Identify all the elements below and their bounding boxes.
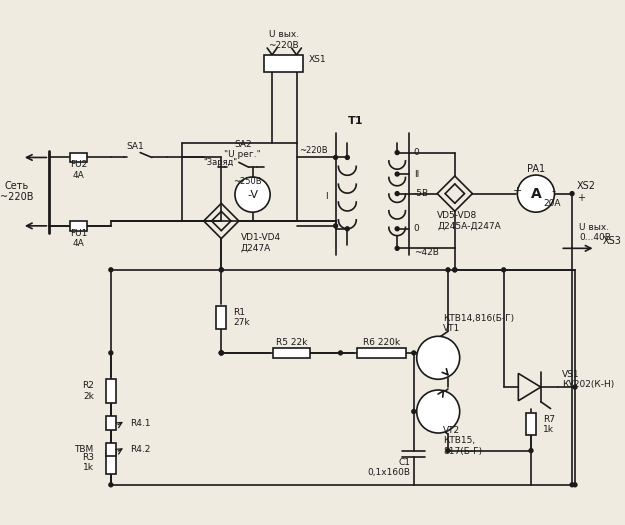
Bar <box>106 443 116 456</box>
Text: XS2: XS2 <box>577 181 596 191</box>
Bar <box>264 55 303 72</box>
Circle shape <box>395 192 399 196</box>
Text: XS1: XS1 <box>308 55 326 64</box>
Text: II: II <box>414 170 419 179</box>
Circle shape <box>219 268 223 272</box>
Text: ~42В: ~42В <box>414 248 439 257</box>
Text: A: A <box>531 186 541 201</box>
Circle shape <box>219 351 223 355</box>
Text: XS3: XS3 <box>602 236 621 246</box>
Text: -V: -V <box>247 190 258 200</box>
Text: -5В: -5В <box>414 189 429 198</box>
Circle shape <box>395 172 399 176</box>
Text: -: - <box>551 186 556 196</box>
Circle shape <box>346 155 349 160</box>
Circle shape <box>412 410 416 414</box>
Text: VD1-VD4
Д247А: VD1-VD4 Д247А <box>241 233 281 252</box>
Text: КТВ14,816(Б-Г)
VT1: КТВ14,816(Б-Г) VT1 <box>443 314 514 333</box>
Circle shape <box>334 224 338 228</box>
Circle shape <box>529 449 533 453</box>
Circle shape <box>346 227 349 231</box>
Bar <box>106 379 116 403</box>
Circle shape <box>453 268 457 272</box>
Bar <box>70 153 88 162</box>
Bar <box>526 414 536 435</box>
Text: I: I <box>325 192 328 201</box>
Text: +: + <box>577 193 585 203</box>
Circle shape <box>446 449 450 453</box>
Circle shape <box>334 155 338 160</box>
Bar <box>216 306 226 329</box>
Circle shape <box>446 268 450 272</box>
Circle shape <box>570 192 574 196</box>
Text: FU1
4А: FU1 4А <box>70 229 88 248</box>
Circle shape <box>339 351 342 355</box>
Text: R5 22k: R5 22k <box>276 338 308 346</box>
Text: Сеть
~220В: Сеть ~220В <box>0 181 34 203</box>
Circle shape <box>395 246 399 250</box>
Circle shape <box>570 483 574 487</box>
Circle shape <box>395 151 399 154</box>
Text: SA1: SA1 <box>126 142 144 151</box>
Text: VT2
КТВ15,
817(Б-Г): VT2 КТВ15, 817(Б-Г) <box>443 426 483 456</box>
Text: 0: 0 <box>414 148 419 157</box>
Bar <box>106 416 116 430</box>
Circle shape <box>502 268 506 272</box>
Bar <box>106 450 116 474</box>
Circle shape <box>219 351 223 355</box>
Text: 0: 0 <box>414 224 419 233</box>
Text: R6 220k: R6 220k <box>363 338 400 346</box>
Circle shape <box>518 175 554 212</box>
Text: R4.2: R4.2 <box>131 445 151 454</box>
Text: R1
27k: R1 27k <box>233 308 249 328</box>
Text: ~250В: ~250В <box>233 177 262 186</box>
Text: FU2
4А: FU2 4А <box>70 161 88 180</box>
Circle shape <box>453 268 457 272</box>
Text: С1
0,1х160В: С1 0,1х160В <box>368 457 411 477</box>
Circle shape <box>573 483 577 487</box>
Text: T1: T1 <box>348 117 363 127</box>
Text: R7
1k: R7 1k <box>542 415 555 434</box>
Text: R4.1: R4.1 <box>131 419 151 428</box>
Circle shape <box>109 268 112 272</box>
Text: ~220В: ~220В <box>299 146 328 155</box>
Text: U вых.
0...40В: U вых. 0...40В <box>579 223 611 243</box>
Circle shape <box>395 227 399 231</box>
Text: SA2
"U рег.": SA2 "U рег." <box>224 140 261 160</box>
Circle shape <box>417 390 460 433</box>
Text: VS1
КУ202(К-Н): VS1 КУ202(К-Н) <box>562 370 614 389</box>
Bar <box>357 348 406 358</box>
Text: "Заряд": "Заряд" <box>204 158 238 167</box>
Text: U вых.
~220В: U вых. ~220В <box>269 30 299 50</box>
Text: +: + <box>512 186 522 196</box>
Circle shape <box>219 351 223 355</box>
Text: R2
2k: R2 2k <box>82 381 94 401</box>
Circle shape <box>219 268 223 272</box>
Circle shape <box>573 385 577 389</box>
Circle shape <box>235 177 270 212</box>
Text: PA1: PA1 <box>527 164 545 174</box>
Text: ТВМ: ТВМ <box>74 445 93 454</box>
Circle shape <box>412 351 416 355</box>
Text: R3
1k: R3 1k <box>82 453 94 472</box>
Bar <box>70 221 88 231</box>
Circle shape <box>109 483 112 487</box>
Text: VD5-VD8
Д245А-Д247А: VD5-VD8 Д245А-Д247А <box>438 211 501 230</box>
Circle shape <box>417 337 460 379</box>
Text: 20А: 20А <box>544 199 561 208</box>
Bar <box>273 348 310 358</box>
Circle shape <box>109 351 112 355</box>
